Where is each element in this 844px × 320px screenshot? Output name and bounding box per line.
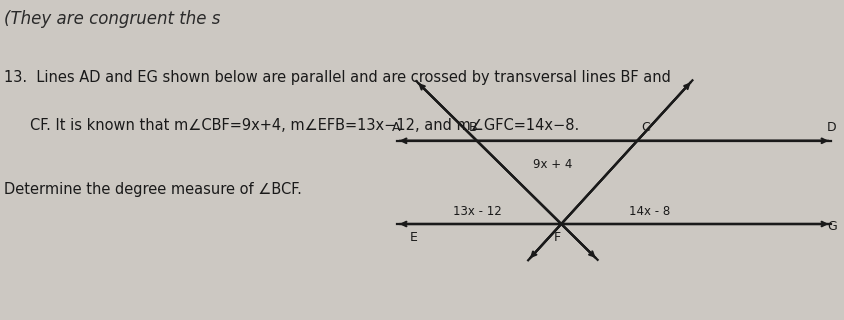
Text: F: F: [554, 231, 560, 244]
Text: E: E: [409, 231, 418, 244]
Text: A: A: [392, 121, 401, 134]
Text: CF. It is known that m∠CBF=9x+4, m∠EFB=13x−12, and m∠GFC=14x−8.: CF. It is known that m∠CBF=9x+4, m∠EFB=1…: [30, 118, 579, 133]
Text: 14x - 8: 14x - 8: [629, 205, 670, 218]
Text: C: C: [641, 121, 650, 134]
Text: D: D: [827, 121, 836, 134]
Text: (They are congruent the s: (They are congruent the s: [4, 10, 220, 28]
Text: 13x - 12: 13x - 12: [453, 205, 502, 218]
Text: B: B: [468, 121, 477, 134]
Text: 9x + 4: 9x + 4: [533, 158, 572, 171]
Text: G: G: [827, 220, 837, 233]
Text: 13.  Lines AD and EG shown below are parallel and are crossed by transversal lin: 13. Lines AD and EG shown below are para…: [4, 70, 671, 85]
Text: Determine the degree measure of ∠BCF.: Determine the degree measure of ∠BCF.: [4, 182, 302, 197]
